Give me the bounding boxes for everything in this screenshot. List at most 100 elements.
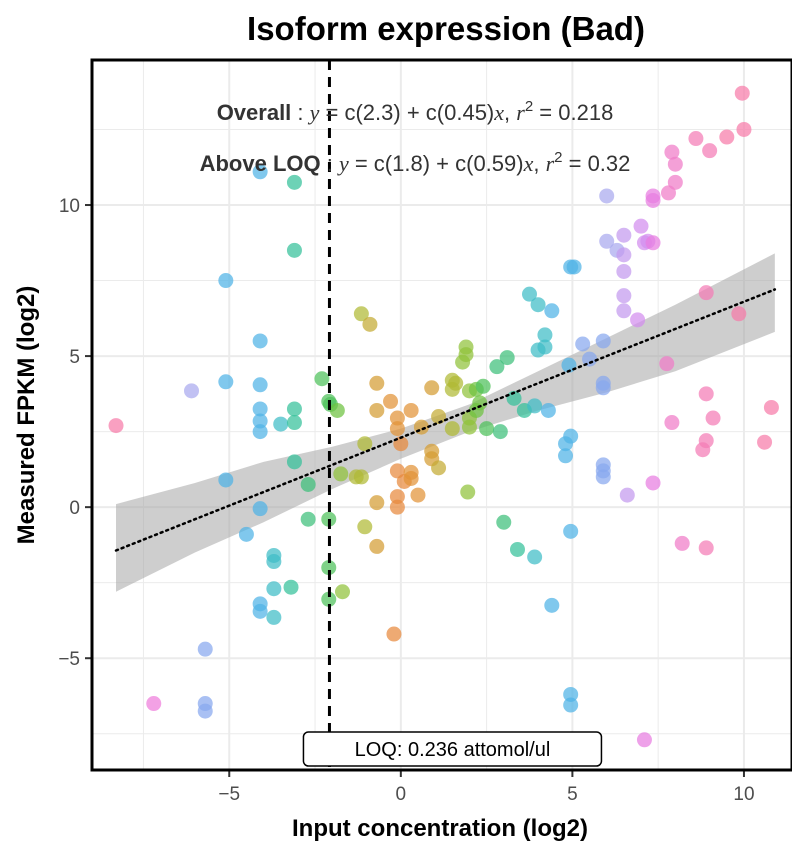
data-point <box>146 696 162 712</box>
x-tick-label: −5 <box>218 784 240 805</box>
data-point <box>334 584 350 600</box>
data-point <box>544 303 560 319</box>
overall-sep: : <box>291 100 309 125</box>
data-point <box>599 188 615 204</box>
data-point <box>698 540 714 556</box>
data-point <box>286 242 302 258</box>
data-point <box>582 351 598 367</box>
x-axis-title: Input concentration (log2) <box>292 815 588 842</box>
data-point <box>286 174 302 190</box>
data-point <box>252 501 268 517</box>
data-point <box>357 519 373 535</box>
data-point <box>362 316 378 332</box>
data-point <box>266 609 282 625</box>
data-point <box>595 380 611 396</box>
data-point <box>633 218 649 234</box>
data-point <box>489 359 505 375</box>
data-point <box>389 489 405 505</box>
data-point <box>763 399 779 415</box>
data-point <box>389 410 405 426</box>
overall-sup: 2 <box>525 98 533 115</box>
data-point <box>664 144 680 160</box>
data-point <box>563 686 579 702</box>
data-point <box>460 484 476 500</box>
data-point <box>197 703 213 719</box>
data-point <box>472 395 488 411</box>
data-point <box>389 499 405 515</box>
loq-label: LOQ: 0.236 attomol/ul <box>355 739 551 761</box>
loq-layer: LOQ: 0.236 attomol/ul <box>302 60 603 770</box>
data-point <box>636 732 652 748</box>
data-point <box>252 164 268 180</box>
data-point <box>286 454 302 470</box>
fit-line <box>114 288 777 552</box>
data-point <box>386 626 402 642</box>
data-point <box>413 419 429 435</box>
data-point <box>544 597 560 613</box>
above-loq-eq: = c(1.8) + c(0.59) <box>349 151 524 176</box>
data-point <box>566 259 582 275</box>
data-point <box>496 514 512 530</box>
y-tick-label: −5 <box>58 649 80 670</box>
data-point <box>540 402 556 418</box>
data-point <box>273 416 289 432</box>
data-point <box>108 418 124 434</box>
data-point <box>300 476 316 492</box>
overall-eq: = c(2.3) + c(0.45) <box>319 100 494 125</box>
data-point <box>599 233 615 249</box>
data-point <box>688 131 704 147</box>
data-point <box>731 306 747 322</box>
above-loq-equation: Above LOQ : y = c(1.8) + c(0.59)x, r2 = … <box>200 149 631 176</box>
data-point <box>357 436 373 452</box>
data-point <box>389 421 405 437</box>
data-point <box>252 333 268 349</box>
data-point <box>458 339 474 355</box>
x-axis-ticks: −5 0 5 10 <box>218 770 755 805</box>
data-point <box>563 523 579 539</box>
data-point <box>563 428 579 444</box>
y-tick-label: 5 <box>69 347 80 368</box>
data-point <box>197 641 213 657</box>
data-point <box>616 263 632 279</box>
data-point <box>252 377 268 393</box>
data-point <box>509 541 525 557</box>
data-point <box>630 312 646 328</box>
overall-r2: = 0.218 <box>533 100 613 125</box>
data-point <box>563 697 579 713</box>
data-point <box>389 463 405 479</box>
data-point <box>645 235 661 251</box>
data-point <box>403 470 419 486</box>
data-point <box>252 603 268 619</box>
data-points <box>108 85 779 748</box>
data-point <box>645 475 661 491</box>
data-point <box>431 460 447 476</box>
data-point <box>698 386 714 402</box>
above-loq-r: r <box>546 151 555 176</box>
data-point <box>266 554 282 570</box>
data-point <box>734 85 750 101</box>
y-tick-label: 10 <box>59 196 80 217</box>
data-point <box>702 143 718 159</box>
data-point <box>492 424 508 440</box>
data-point <box>719 129 735 145</box>
data-point <box>369 375 385 391</box>
y-axis-ticks: −5 0 5 10 <box>58 196 92 670</box>
data-point <box>424 380 440 396</box>
overall-equation: Overall : y = c(2.3) + c(0.45)x, r2 = 0.… <box>217 98 614 125</box>
data-point <box>558 448 574 464</box>
data-point <box>736 121 752 137</box>
data-point <box>660 185 676 201</box>
data-point <box>537 327 553 343</box>
above-loq-r2: = 0.32 <box>563 151 631 176</box>
data-point <box>645 192 661 208</box>
data-point <box>431 409 447 425</box>
panel-border <box>90 58 792 772</box>
above-loq-label: Above LOQ <box>200 151 321 176</box>
data-point <box>667 174 683 190</box>
y-axis-title: Measured FPKM (log2) <box>13 286 40 545</box>
above-loq-comma: , <box>533 151 545 176</box>
data-point <box>757 434 773 450</box>
y-tick-label: 0 <box>69 498 80 519</box>
data-point <box>252 413 268 429</box>
data-point <box>353 469 369 485</box>
